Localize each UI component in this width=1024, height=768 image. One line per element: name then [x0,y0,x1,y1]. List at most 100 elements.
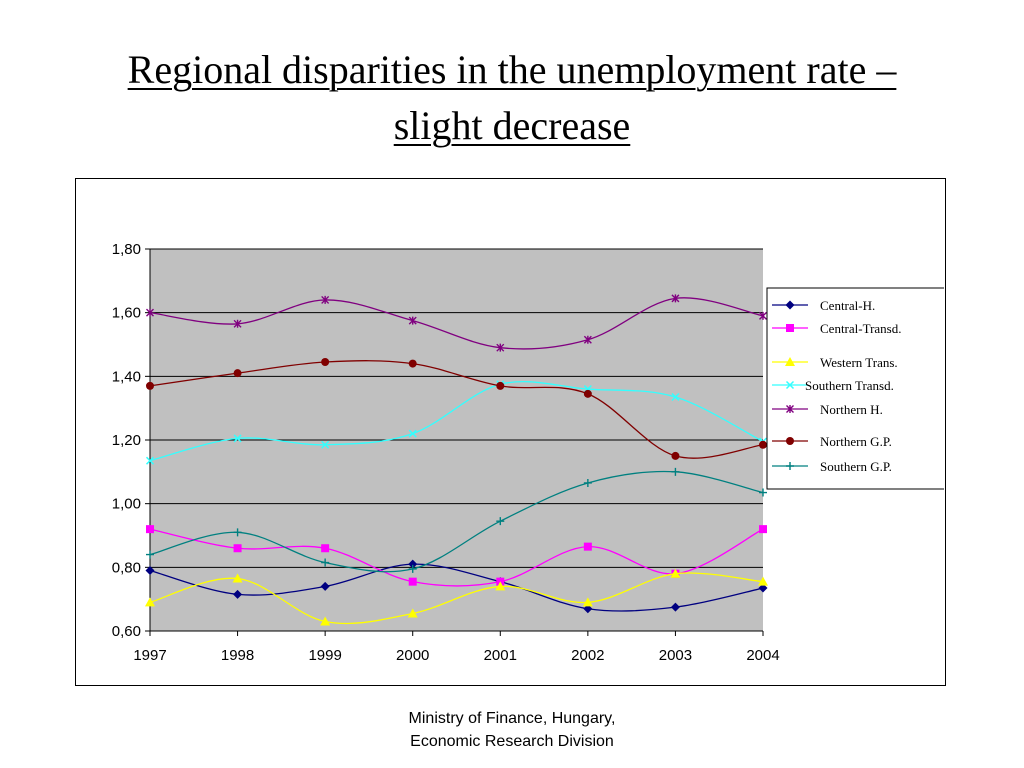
data-point [583,389,592,398]
data-point [232,573,243,583]
data-point [670,602,680,612]
axes: 0,60 0,80 1,00 1,20 1,40 1,60 1,80 1997 1998 1999… [112,241,780,664]
data-point [233,369,242,378]
data-point [146,550,154,559]
y-tick-label: 1,80 [112,241,141,258]
x-tick-label: 2003 [659,647,692,664]
data-point [321,544,330,553]
data-point [495,581,506,591]
data-point [496,343,505,352]
data-point [320,616,331,626]
data-point [146,308,154,317]
series-0 [145,559,768,614]
data-point [320,581,330,591]
data-point [233,544,242,553]
x-tick-label: 2001 [484,647,517,664]
data-point [583,478,592,487]
data-point [758,576,768,586]
legend-entry: Central-H. [772,298,875,313]
data-point [321,440,330,449]
data-point [583,542,592,551]
data-point [759,311,767,320]
line-chart: 0,60 0,80 1,00 1,20 1,40 1,60 1,80 1997 1998 1999… [112,241,944,664]
series-line [149,297,764,350]
series-line [149,360,764,459]
legend-entry: Western Trans. [772,355,898,370]
legend-swatch-marker [785,300,795,310]
legend-swatch-marker [785,380,795,390]
legend-swatch-marker [786,437,794,445]
legend-swatch-marker [786,405,794,413]
data-point [408,429,417,438]
legend-swatch-marker [786,324,794,332]
data-point [408,359,417,368]
data-point [321,358,330,367]
y-tick-label: 0,60 [112,623,141,640]
footer-line1: Ministry of Finance, Hungary, [408,710,616,727]
data-point [408,564,417,573]
data-point [759,488,767,497]
data-point [670,568,681,578]
data-point [671,392,680,402]
slide-title-line1: Regional disparities in the unemployment… [127,47,897,92]
data-point [496,381,505,390]
legend-label: Central-H. [820,298,875,313]
series-line [149,470,764,573]
data-point [408,316,417,325]
y-tick-label: 1,40 [112,368,141,385]
x-tick-label: 1997 [133,647,166,664]
legend-label: Central-Transd. [820,321,902,336]
y-tick-label: 1,00 [112,496,141,513]
data-point [145,456,155,465]
legend-label: Southern G.P. [820,459,892,474]
data-point [671,467,680,476]
chart-frame: 0,60 0,80 1,00 1,20 1,40 1,60 1,80 1997 1998 1999… [75,178,946,686]
data-point [145,597,155,607]
data-point [321,295,330,304]
data-point [321,558,330,567]
data-point [759,525,767,534]
series-4 [146,294,767,352]
y-tick-label: 1,20 [112,432,141,449]
series-2 [145,568,768,626]
legend-label: Northern H. [820,402,883,417]
legend-box [766,287,944,490]
x-tick-label: 1998 [221,647,254,664]
x-tick-label: 2002 [571,647,604,664]
data-point [671,294,680,303]
data-point [496,517,505,526]
x-tick-label: 2000 [396,647,429,664]
legend-label: Northern G.P. [820,434,892,449]
data-point [233,434,242,443]
data-series [145,294,768,626]
data-point [407,608,418,618]
footer-line2: Economic Research Division [410,733,614,750]
slide-title-line2: slight decrease [393,103,631,148]
x-tick-label: 1999 [308,647,341,664]
data-point [583,335,592,344]
legend-entry: Southern Transd. [772,378,894,393]
x-tick-label: 2004 [746,647,779,664]
legend-swatch-marker [786,462,794,470]
legend-swatch-marker [785,357,795,366]
data-point [582,597,593,607]
data-point [233,319,242,328]
legend-entry: Northern H. [772,402,883,417]
legend-label: Western Trans. [820,355,898,370]
data-point [408,577,417,586]
legend: Central-H. Central-Transd. Western Trans. S… [766,287,944,490]
series-line [149,563,764,612]
data-point [146,381,154,390]
data-point [146,525,154,534]
data-point [145,566,155,576]
data-point [671,451,680,460]
legend-entry: Southern G.P. [772,459,892,474]
series-6 [146,467,767,573]
legend-label: Southern Transd. [805,378,894,393]
series-line [149,572,764,625]
y-tick-label: 0,80 [112,559,141,576]
series-5 [146,358,767,460]
legend-entry: Central-Transd. [772,321,902,336]
y-tick-label: 1,60 [112,305,141,322]
data-point [583,604,593,614]
